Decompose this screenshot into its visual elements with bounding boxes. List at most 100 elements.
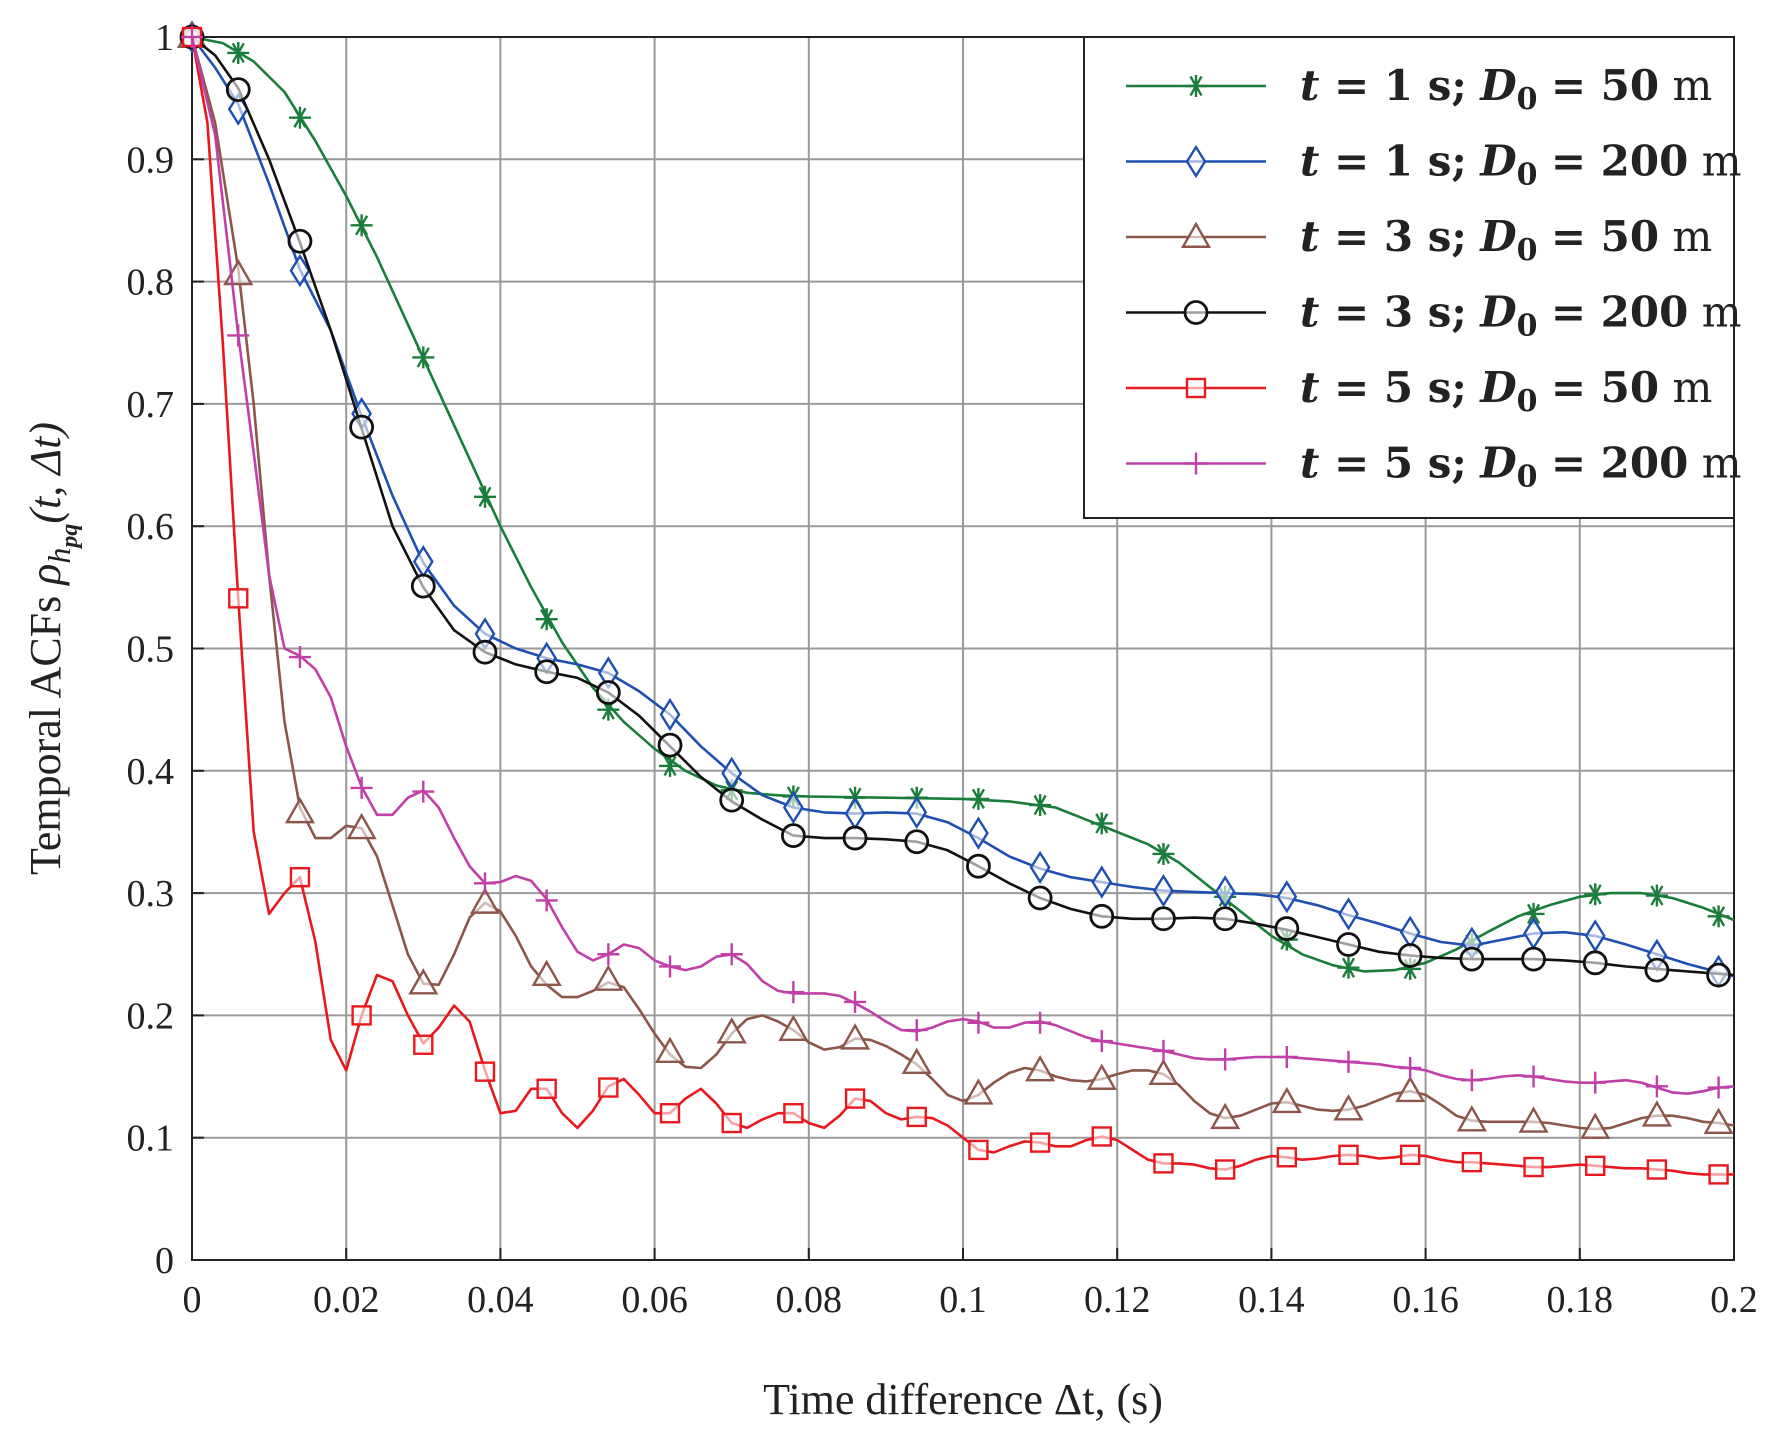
data-point-marker — [1395, 1075, 1426, 1103]
legend-var-d-subscript: 0 — [1517, 460, 1538, 495]
data-point-marker — [535, 608, 558, 631]
legend-marker-sample — [1185, 144, 1207, 179]
data-point-marker — [659, 697, 681, 732]
data-point-marker — [289, 867, 311, 888]
legend-space — [1538, 288, 1551, 337]
data-point-marker — [474, 1061, 496, 1082]
data-point-marker — [659, 754, 682, 777]
data-point-marker — [782, 981, 805, 1004]
legend-marker-sample — [1180, 221, 1212, 248]
legend-var-d-subscript: 0 — [1517, 158, 1538, 193]
data-point-marker — [1214, 875, 1236, 909]
legend-space — [1467, 137, 1480, 186]
legend: t = 1 s; D0 = 50 mt = 1 s; D0 = 200 mt =… — [1083, 36, 1742, 519]
data-point-marker — [412, 780, 435, 803]
data-point-marker — [1029, 850, 1051, 885]
data-point-marker — [288, 646, 311, 669]
legend-var-t: t — [1300, 439, 1319, 488]
legend-marker-sample — [1183, 300, 1209, 325]
data-point-marker — [1646, 1159, 1668, 1180]
data-point-marker — [844, 990, 867, 1013]
data-point-marker — [782, 790, 804, 825]
y-tick-label: 0.8 — [127, 262, 175, 304]
legend-space — [1467, 212, 1480, 261]
data-point-marker — [473, 872, 496, 895]
legend-label: t = 5 s; D0 = 200 m — [1300, 439, 1742, 495]
data-point-marker — [1644, 957, 1670, 983]
y-tick-label: 0.4 — [127, 751, 175, 793]
data-point-marker — [904, 829, 930, 855]
legend-var-d: D — [1479, 137, 1517, 186]
legend-unit: m — [1702, 439, 1742, 488]
data-point-marker — [901, 1047, 932, 1075]
data-point-marker — [906, 795, 928, 830]
legend-unit: m — [1672, 363, 1712, 412]
data-point-marker — [535, 889, 558, 912]
data-point-marker — [905, 1019, 928, 1042]
data-point-marker — [1276, 1147, 1298, 1168]
legend-t-value: 5 s; — [1384, 439, 1467, 488]
legend-equals: = — [1319, 212, 1383, 261]
legend-var-d: D — [1479, 439, 1517, 488]
data-point-marker — [1275, 1045, 1298, 1068]
legend-equals: = — [1319, 61, 1383, 110]
y-tick-label: 0.3 — [127, 873, 175, 915]
legend-label: t = 1 s; D0 = 200 m — [1300, 137, 1742, 193]
data-point-marker — [1708, 1164, 1729, 1185]
data-point-marker — [1460, 1069, 1483, 1092]
x-tick-label: 0.06 — [621, 1279, 688, 1321]
series-group-6 — [181, 26, 1735, 1099]
series-line-1 — [191, 35, 1735, 973]
data-point-marker — [1523, 1156, 1544, 1178]
y-tick-label: 0.1 — [127, 1118, 175, 1160]
legend-unit: m — [1702, 137, 1742, 186]
data-point-marker — [1585, 1155, 1606, 1177]
legend-d-value: = 200 — [1551, 137, 1688, 186]
data-point-marker — [1521, 946, 1546, 972]
legend-var-d: D — [1479, 288, 1517, 337]
data-point-marker — [1582, 950, 1608, 976]
data-point-marker — [1456, 1105, 1487, 1132]
data-point-marker — [1336, 932, 1361, 957]
data-point-marker — [1459, 946, 1485, 972]
data-point-marker — [657, 732, 683, 758]
y-axis-title-subscript: h — [41, 548, 77, 564]
legend-var-t: t — [1300, 212, 1319, 261]
legend-d-value: = 50 — [1551, 212, 1659, 261]
data-point-marker — [659, 955, 682, 978]
data-point-marker — [1580, 1112, 1611, 1139]
data-point-marker — [595, 680, 621, 705]
data-point-marker — [1025, 1055, 1056, 1082]
data-point-marker — [1214, 1048, 1237, 1071]
series-line-2 — [190, 36, 1735, 978]
legend-space — [1688, 439, 1701, 488]
legend-space — [1467, 61, 1480, 110]
legend-label: t = 3 s; D0 = 200 m — [1300, 288, 1742, 344]
data-point-marker — [598, 1077, 619, 1098]
x-tick-label: 0.02 — [313, 1279, 380, 1321]
y-axis-title-symbol: ρ — [21, 564, 70, 587]
legend-var-t: t — [1300, 137, 1319, 186]
data-point-marker — [719, 787, 745, 813]
data-point-marker — [289, 253, 311, 288]
y-axis-title: Temporal ACFs ρhpq(t, Δt) — [21, 422, 83, 875]
x-tick-label: 0.2 — [1710, 1279, 1758, 1321]
data-point-marker — [1029, 794, 1052, 817]
legend-space — [1538, 212, 1551, 261]
data-point-marker — [1707, 905, 1730, 928]
legend-equals: = — [1319, 288, 1383, 337]
y-axis-title-text: Temporal ACFs — [21, 585, 70, 875]
legend-space — [1688, 288, 1701, 337]
legend-space — [1659, 212, 1672, 261]
legend-var-d-subscript: 0 — [1517, 384, 1538, 419]
x-axis-title: Time difference Δt, (s) — [763, 1375, 1163, 1424]
data-point-marker — [227, 41, 250, 64]
x-tick-label: 0.04 — [467, 1279, 534, 1321]
legend-var-d: D — [1479, 61, 1517, 110]
data-point-marker — [1333, 1094, 1364, 1121]
data-point-marker — [351, 1005, 372, 1026]
data-point-marker — [1338, 897, 1359, 931]
data-point-marker — [284, 796, 316, 824]
legend-var-d-subscript: 0 — [1517, 82, 1538, 117]
data-point-marker — [350, 214, 373, 237]
